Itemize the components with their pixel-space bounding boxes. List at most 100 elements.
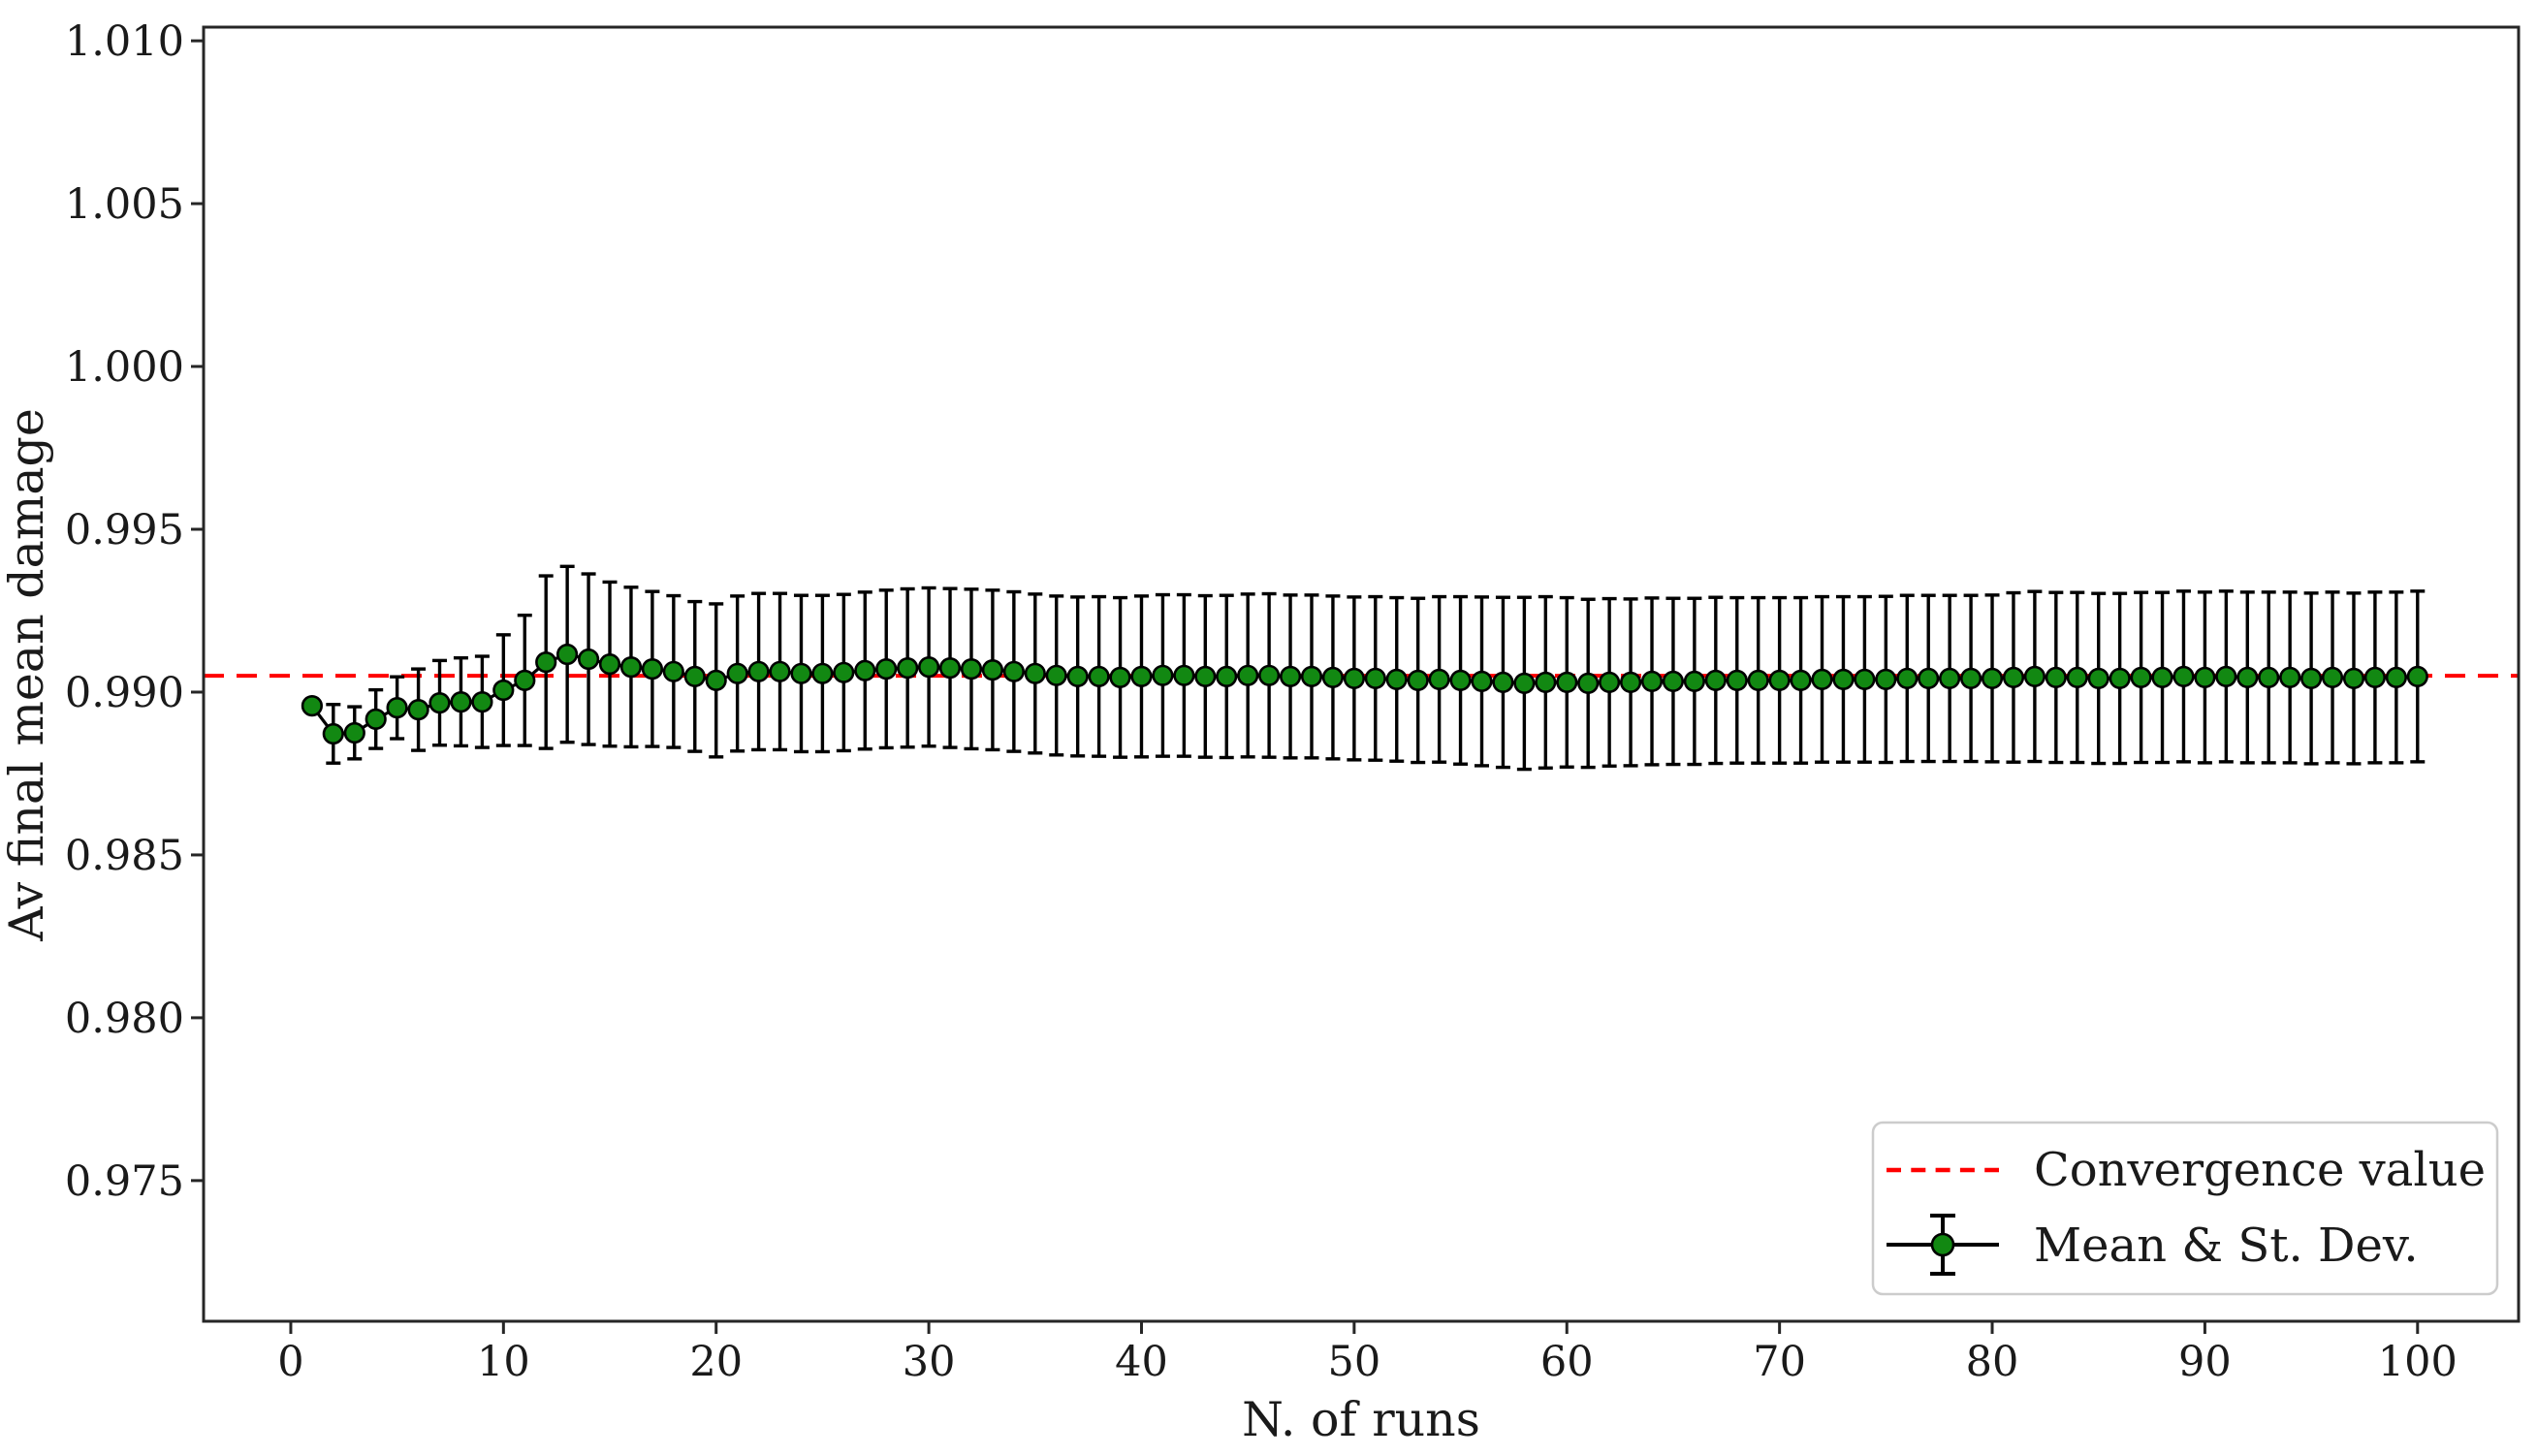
mean-marker [1173,664,1195,686]
mean-marker [2130,666,2152,689]
x-tick-label: 20 [689,1338,743,1386]
mean-marker [619,655,643,679]
mean-marker [1088,665,1110,688]
mean-marker [301,694,324,717]
mean-marker [1002,660,1025,682]
mean-marker [322,722,344,745]
mean-marker [1959,667,1982,690]
mean-marker [1768,669,1791,692]
mean-marker [1640,670,1664,693]
mean-marker [938,656,962,680]
mean-marker [960,657,983,681]
mean-marker [1216,665,1238,688]
y-tick-label: 1.000 [65,343,184,392]
mean-marker [1066,665,1089,688]
mean-marker [1407,669,1429,692]
mean-marker [1875,668,1897,691]
mean-marker [1194,665,1217,688]
mean-marker [1790,669,1812,692]
mean-marker [1832,668,1855,691]
legend-label-mean: Mean & St. Dev. [2034,1219,2419,1273]
x-tick-label: 0 [277,1338,303,1386]
mean-marker [1854,668,1876,691]
mean-marker [875,657,898,681]
mean-marker [1556,671,1578,694]
x-tick-label: 80 [1966,1338,2019,1386]
x-tick-label: 90 [2178,1338,2232,1386]
mean-marker [1364,667,1386,690]
y-tick-label: 0.990 [65,669,184,717]
mean-marker [428,691,451,714]
mean-marker [1726,669,1748,692]
mean-marker [2151,666,2173,689]
y-axis-label: Av final mean damage [0,408,54,942]
mean-marker [407,698,429,721]
x-tick-label: 10 [477,1338,530,1386]
mean-marker [1811,668,1833,691]
mean-marker [1109,666,1131,689]
mean-marker [1152,664,1174,686]
mean-marker [343,721,365,744]
y-tick-label: 1.005 [65,180,184,229]
mean-marker [1535,671,1557,694]
y-tick-label: 0.980 [65,995,184,1043]
x-tick-label: 60 [1540,1338,1594,1386]
mean-marker [641,657,664,681]
mean-marker [1918,667,1940,690]
mean-marker [769,660,791,682]
legend-box [1871,1121,2499,1296]
mean-marker [854,659,876,681]
x-axis-label: N. of runs [1242,1392,1480,1447]
mean-marker [450,690,472,713]
mean-marker [2215,665,2237,688]
mean-marker [1598,671,1621,694]
mean-marker [2279,666,2301,689]
mean-marker [1449,669,1472,692]
mean-marker [598,652,621,676]
mean-marker [2045,666,2067,689]
plot-border [202,25,2521,1323]
legend-label-convergence: Convergence value [2034,1143,2486,1197]
mean-marker [2321,666,2344,689]
mean-marker [2023,665,2045,688]
x-tick-label: 70 [1753,1338,1806,1386]
legend-marker-sample [1887,1214,1999,1276]
mean-marker [1428,668,1450,691]
mean-marker [386,696,408,719]
mean-marker [1704,669,1727,692]
mean-marker [2066,666,2088,689]
mean-marker [1300,665,1323,688]
mean-marker [897,656,919,680]
mean-marker [1938,667,1961,690]
mean-marker [2109,667,2131,690]
mean-marker [2172,665,2195,688]
mean-marker [811,662,834,684]
mean-marker [1492,671,1514,694]
mean-marker [683,665,706,688]
y-tick-label: 0.995 [65,506,184,554]
mean-marker [2236,666,2259,689]
mean-marker [535,650,557,674]
mean-marker [1279,665,1302,688]
mean-marker [1619,671,1642,694]
mean-marker [1024,662,1046,684]
x-tick-label: 50 [1328,1338,1381,1386]
mean-marker [2087,667,2109,690]
legend-marker-dot [1930,1232,1955,1257]
mean-marker [577,648,600,671]
mean-marker [1747,669,1769,692]
mean-marker [1577,672,1600,695]
mean-marker [790,662,812,684]
mean-marker [662,660,684,682]
x-tick-label: 100 [2378,1338,2458,1386]
y-tick-label: 0.985 [65,832,184,880]
mean-marker [747,660,770,682]
mean-marker [917,655,940,679]
mean-marker [1662,670,1684,693]
mean-marker [492,679,515,702]
mean-marker [514,669,536,692]
y-tick-label: 0.975 [65,1157,184,1206]
mean-marker [1343,667,1365,690]
mean-marker [1896,667,1919,690]
